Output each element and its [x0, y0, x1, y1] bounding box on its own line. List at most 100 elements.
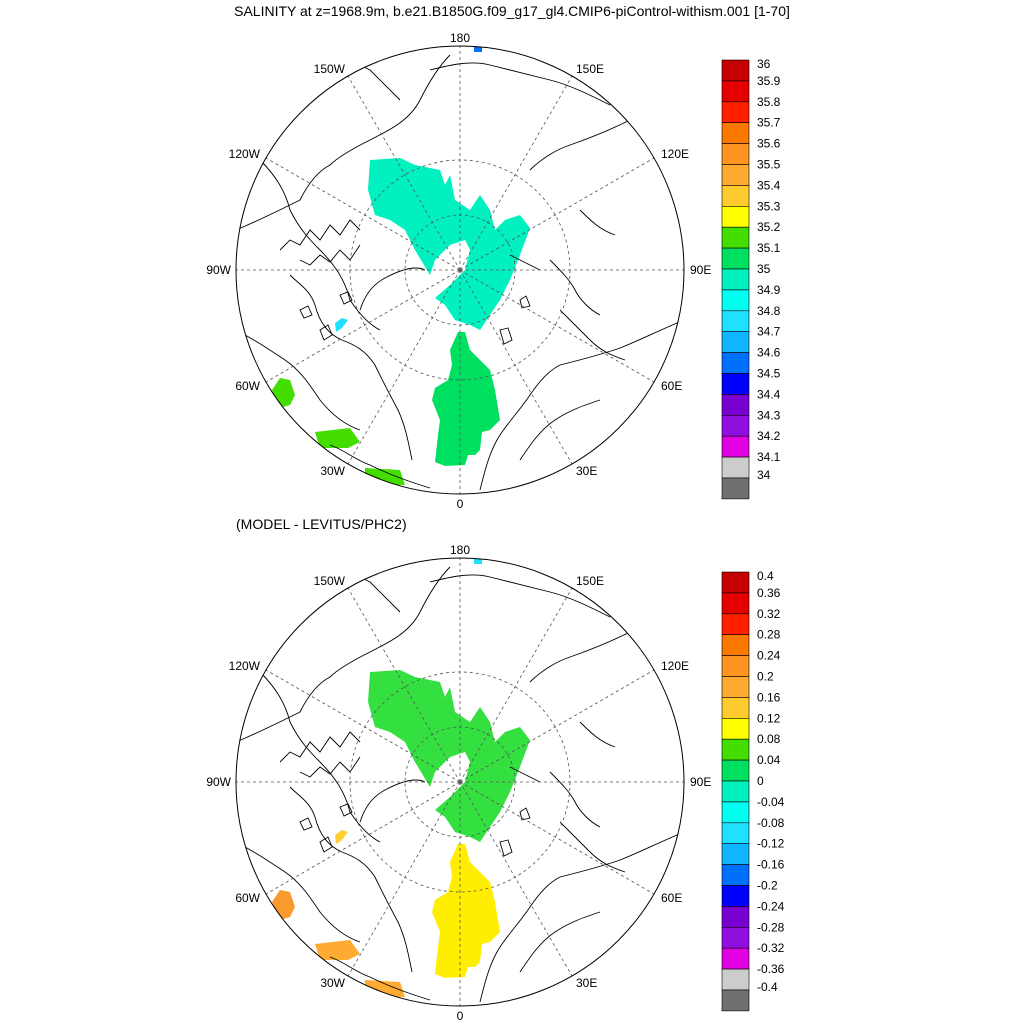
- coastline-segment: [529, 631, 631, 683]
- colorbar-tick-label: 0.28: [757, 628, 781, 642]
- meridian-line: [459, 781, 655, 895]
- meridian-line: [459, 269, 573, 465]
- coastline-segment: [289, 786, 413, 973]
- label-30w: 30W: [320, 976, 345, 990]
- map-panel-difference: 180 0 90W 90E 150W 150E 120W 120E 60W 60…: [206, 543, 784, 1023]
- coastline-segment: [579, 209, 616, 236]
- colorbar-tick-label: -0.24: [757, 899, 785, 913]
- colorbar-swatch: [721, 268, 750, 291]
- coastline-segment: [236, 566, 451, 743]
- region-irminger-labrador: [315, 940, 360, 960]
- label-90w: 90W: [206, 263, 231, 277]
- figure-title: SALINITY at z=1968.9m, b.e21.B1850G.f09_…: [234, 3, 790, 19]
- colorbar-swatch: [721, 822, 750, 844]
- coastline-segment: [479, 831, 684, 1003]
- colorbar-swatch: [721, 122, 750, 144]
- colorbar-tick-label: 35.1: [757, 241, 781, 255]
- colorbar-tick-label: -0.16: [757, 858, 785, 872]
- colorbar-tick-label: 34.9: [757, 283, 781, 297]
- coastline-segment: [519, 399, 601, 461]
- region-fram-strait-nordic-seas: [432, 332, 500, 466]
- colorbar-swatch: [721, 738, 750, 761]
- region-bering-strait-patch: [474, 558, 482, 564]
- label-60e: 60E: [661, 379, 682, 393]
- colorbar-tick-label: 0.16: [757, 690, 781, 704]
- map-border: [235, 557, 685, 1007]
- region-eurasian-basin: [368, 158, 530, 330]
- label-120e: 120E: [661, 659, 689, 673]
- colorbar-salinity: 36 35.9 35.8 35.7 35.6 35.5 35.4 35.3 35.2 35.1 35…: [721, 57, 781, 500]
- coastline-segment: [559, 821, 626, 873]
- colorbar-swatch: [721, 989, 750, 1012]
- label-30e: 30E: [576, 976, 597, 990]
- panel2-title: (MODEL - LEVITUS/PHC2): [236, 516, 407, 532]
- meridian-line: [347, 75, 461, 271]
- colorbar-tick-label: -0.36: [757, 962, 785, 976]
- colorbar-swatch: [721, 185, 750, 207]
- colorbar-swatch: [721, 456, 750, 479]
- meridian-line: [347, 587, 461, 783]
- graticule-layer: [236, 46, 684, 494]
- colorbar-swatch: [721, 435, 750, 458]
- colorbar-swatch: [721, 394, 750, 416]
- map-labels: 180 0 90W 90E 150W 150E 120W 120E 60W 60…: [206, 543, 711, 1023]
- difference-fill-layer: [272, 558, 530, 997]
- colorbar-swatch: [721, 613, 750, 635]
- meridian-line: [347, 269, 461, 465]
- map-border: [235, 45, 685, 495]
- meridian-line: [459, 75, 573, 271]
- coastline-layer: [236, 566, 684, 1003]
- label-30w: 30W: [320, 464, 345, 478]
- coastline-segment: [299, 305, 313, 319]
- label-60e: 60E: [661, 891, 682, 905]
- label-180: 180: [450, 31, 470, 45]
- coastline-segment: [509, 254, 541, 271]
- colorbar-tick-label: 34.1: [757, 450, 781, 464]
- coastline-segment: [329, 444, 431, 489]
- colorbar-swatch: [721, 926, 750, 949]
- coastline-segment: [519, 295, 531, 309]
- colorbar-swatch: [721, 759, 750, 782]
- colorbar-swatch: [721, 80, 750, 103]
- colorbar-tick-label: 35.4: [757, 178, 781, 192]
- label-60w: 60W: [235, 379, 260, 393]
- colorbar-tick-label: 34.7: [757, 325, 781, 339]
- region-canadian-archipelago-patch: [335, 318, 348, 332]
- colorbar-swatch: [721, 101, 750, 124]
- colorbar-tick-label: 0.08: [757, 732, 781, 746]
- region-irminger-labrador: [365, 980, 405, 997]
- colorbar-swatch: [721, 310, 750, 332]
- salinity-fill-layer: [272, 46, 530, 485]
- label-150w: 150W: [314, 574, 346, 588]
- meridian-line: [347, 781, 461, 977]
- coastline-segment: [319, 324, 333, 341]
- region-canadian-archipelago-patch: [335, 830, 348, 844]
- colorbar-tick-label: -0.28: [757, 920, 785, 934]
- meridian-line: [459, 669, 655, 783]
- colorbar-swatch: [721, 143, 750, 165]
- colorbar-swatch: [721, 968, 750, 991]
- colorbar-swatch: [721, 352, 750, 374]
- colorbar-tick-label: 34.2: [757, 429, 781, 443]
- coastline-segment: [519, 911, 601, 973]
- meridian-line: [459, 269, 655, 383]
- meridian-line: [459, 157, 655, 271]
- colorbar-tick-label: 34.3: [757, 408, 781, 422]
- colorbar-swatch: [721, 843, 750, 865]
- colorbar-tick-label: 35.5: [757, 158, 781, 172]
- colorbar-tick-label: 35: [757, 262, 771, 276]
- coastline-segment: [559, 309, 626, 361]
- colorbar-swatch: [721, 414, 750, 437]
- colorbar-swatch: [721, 247, 750, 270]
- colorbar-difference: 0.4 0.36 0.32 0.28 0.24 0.2 0.16 0.12 0.08 0.04 0 -…: [721, 569, 785, 1012]
- colorbar-tick-label: 0: [757, 774, 764, 788]
- coastline-segment: [279, 731, 361, 763]
- colorbar-tick-label: 34.4: [757, 387, 781, 401]
- colorbar-tick-label: 35.9: [757, 74, 781, 88]
- label-150e: 150E: [576, 62, 604, 76]
- label-120w: 120W: [229, 147, 261, 161]
- label-30e: 30E: [576, 464, 597, 478]
- colorbar-swatch: [721, 373, 750, 395]
- colorbar-swatch: [721, 864, 750, 886]
- colorbar-swatch: [721, 947, 750, 970]
